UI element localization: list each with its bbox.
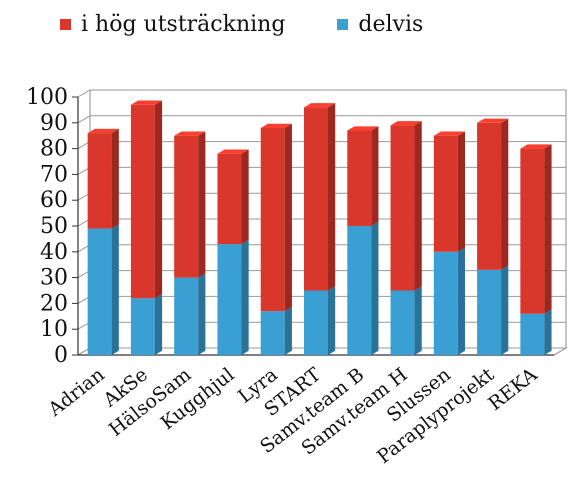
bar-segment [260, 127, 285, 312]
y-tick-label: 50 [40, 214, 68, 239]
bar-side [544, 144, 552, 314]
legend-label-partly: delvis [358, 12, 424, 37]
y-tick-label: 10 [40, 317, 68, 342]
bar-top [217, 149, 249, 154]
bar-segment [477, 122, 502, 270]
bar-segment [217, 153, 242, 245]
bar-side [328, 103, 336, 291]
gridline [77, 89, 566, 98]
bar-segment [130, 298, 155, 355]
y-tick-label: 40 [40, 240, 68, 265]
bar-side [284, 306, 292, 355]
bar-side [198, 131, 206, 278]
legend-swatch-high [60, 19, 71, 30]
bar-side [328, 286, 336, 355]
gridline [77, 115, 566, 124]
bar-segment [304, 107, 328, 291]
bar-side [154, 294, 163, 355]
bar-segment [390, 290, 415, 355]
bar-side [414, 286, 422, 355]
bar-side [154, 100, 163, 299]
legend-item-high: i hög utsträckning [60, 12, 285, 37]
bar-top [390, 121, 422, 126]
bar-top [174, 131, 206, 136]
bar-top [87, 128, 119, 134]
y-tick-label: 30 [40, 266, 68, 291]
bar-segment [260, 311, 285, 355]
bar-top [347, 126, 379, 131]
bar-side [501, 265, 509, 355]
bar-segment [390, 125, 415, 291]
bar-segment [217, 244, 242, 355]
bar-segment [477, 269, 502, 355]
y-tick-label: 100 [26, 85, 68, 110]
bar-side [544, 309, 552, 355]
bar-top [520, 144, 552, 149]
bar-side [241, 239, 249, 355]
y-tick-label: 70 [40, 162, 68, 187]
bar-side [198, 273, 206, 355]
bar-side [457, 131, 466, 252]
bar-top [433, 131, 466, 136]
y-tick-label: 90 [40, 111, 68, 136]
y-tick-label: 80 [40, 137, 68, 162]
bar-segment [130, 104, 155, 299]
bar-side [371, 126, 379, 226]
bar-side [414, 121, 422, 291]
bar-top [477, 118, 509, 123]
chart-legend: i hög utsträckning delvis [60, 12, 423, 37]
bar-segment [304, 290, 328, 355]
x-tick-label: Adrian [43, 364, 108, 422]
bar-segment [520, 148, 545, 314]
bar-segment [433, 251, 458, 355]
bar-side [111, 128, 119, 229]
bar-segment [87, 133, 112, 229]
y-tick-label: 60 [40, 188, 68, 213]
legend-label-high: i hög utsträckning [81, 12, 286, 37]
bar-top [130, 100, 163, 105]
bar-side [457, 247, 466, 355]
legend-item-partly: delvis [337, 12, 423, 37]
bar-top [304, 103, 336, 108]
bar-segment [433, 135, 458, 252]
bar-side [501, 118, 509, 270]
y-tick-label: 20 [40, 291, 68, 316]
legend-swatch-partly [337, 19, 349, 30]
bar-top [260, 123, 292, 128]
bar-side [371, 221, 379, 355]
bar-segment [174, 277, 199, 355]
bar-segment [520, 313, 545, 355]
bar-segment [347, 130, 372, 226]
y-tick-label: 0 [54, 343, 68, 368]
bar-side [241, 149, 249, 245]
bar-segment [347, 226, 372, 355]
bar-segment [87, 228, 112, 355]
bar-side [284, 123, 292, 312]
bar-side [111, 224, 119, 355]
bar-segment [174, 135, 199, 278]
x-tick-label: REKA [484, 363, 541, 415]
